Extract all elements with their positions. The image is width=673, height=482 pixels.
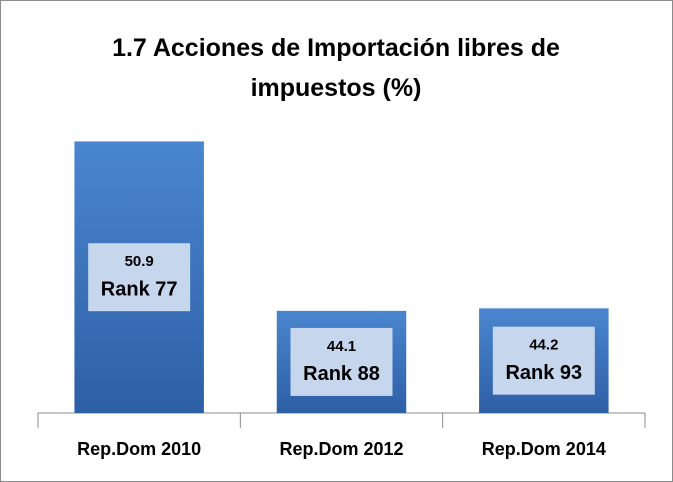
data-label-box [492, 326, 595, 395]
rank-label: Rank 93 [505, 362, 582, 384]
chart-title: 1.7 Acciones de Importación libres de im… [112, 34, 560, 102]
data-label: 44.2 [529, 337, 558, 354]
rank-label: Rank 88 [303, 363, 380, 385]
data-label-box [290, 327, 393, 396]
data-label: 44.1 [327, 338, 356, 355]
x-tick-label: Rep.Dom 2010 [77, 439, 201, 459]
x-tick-label: Rep.Dom 2014 [482, 439, 606, 459]
data-label: 50.9 [125, 253, 154, 270]
rank-label: Rank 77 [101, 278, 178, 300]
x-tick-label: Rep.Dom 2012 [279, 439, 403, 459]
data-label-box [88, 243, 191, 312]
